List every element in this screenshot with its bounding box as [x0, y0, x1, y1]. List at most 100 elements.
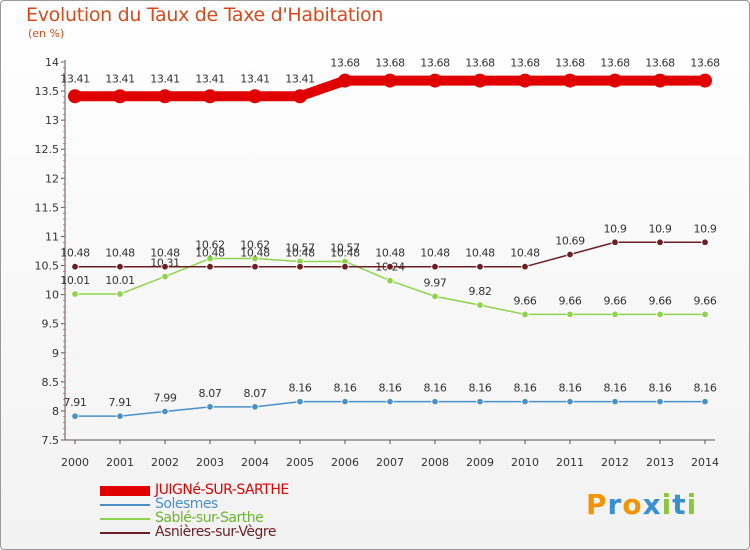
logo-letter: r	[607, 488, 623, 521]
y-tick-label: 8.5	[42, 376, 60, 389]
legend-label: Asnières-sur-Vègre	[155, 524, 276, 540]
data-label: 10.48	[510, 247, 540, 260]
legend-swatch	[100, 486, 150, 496]
legend-label: Sablé-sur-Sarthe	[155, 510, 264, 526]
data-label: 8.16	[514, 382, 537, 395]
data-label: 13.68	[375, 57, 405, 70]
data-point	[431, 292, 439, 301]
data-label: 9.97	[424, 276, 447, 289]
logo-letter: x	[642, 488, 662, 521]
data-point	[431, 397, 439, 406]
data-label: 10.48	[285, 247, 315, 260]
data-label: 9.66	[604, 294, 627, 307]
data-point	[521, 263, 529, 271]
data-point	[116, 412, 124, 420]
data-point	[476, 263, 484, 271]
data-label: 13.41	[195, 72, 225, 85]
y-tick-label: 13	[45, 114, 59, 127]
data-point	[71, 263, 79, 271]
data-label: 13.41	[240, 72, 270, 85]
data-point	[158, 89, 172, 104]
data-point	[341, 263, 349, 271]
data-point	[296, 263, 304, 271]
data-label: 9.66	[649, 294, 672, 307]
data-label: 13.68	[600, 57, 630, 70]
data-label: 10.48	[465, 247, 495, 260]
y-tick-label: 7.5	[42, 434, 60, 447]
y-tick-label: 12	[45, 172, 59, 185]
data-point	[383, 73, 397, 88]
data-label: 10.9	[694, 222, 717, 235]
data-label: 8.16	[559, 382, 582, 395]
data-point	[611, 238, 619, 246]
x-tick-label: 2002	[151, 456, 179, 469]
data-point	[656, 238, 664, 246]
data-point	[611, 397, 619, 406]
data-point	[116, 263, 124, 271]
y-tick-label: 14	[45, 56, 59, 69]
data-label: 10.48	[420, 247, 450, 260]
data-point	[68, 89, 82, 104]
x-tick-label: 2011	[556, 456, 584, 469]
y-tick-label: 8	[52, 405, 59, 418]
data-point	[293, 89, 307, 104]
data-point	[476, 397, 484, 406]
data-point	[161, 272, 169, 281]
logo-letter: t	[672, 488, 687, 521]
data-label: 10.9	[604, 222, 627, 235]
x-tick-label: 2013	[646, 456, 674, 469]
data-point	[113, 89, 127, 104]
legend-item-asnieres: Asnières-sur-Vègre	[100, 524, 360, 540]
logo-letter: i	[661, 488, 673, 521]
legend-label: JUIGNé-SUR-SARTHE	[155, 482, 289, 498]
legend-swatch	[100, 504, 150, 506]
x-tick-label: 2009	[466, 456, 494, 469]
data-label: 13.68	[555, 57, 585, 70]
x-tick-label: 2006	[331, 456, 359, 469]
data-point	[521, 310, 529, 319]
data-point	[476, 301, 484, 309]
x-tick-label: 2000	[61, 456, 89, 469]
legend: JUIGNé-SUR-SARTHE Solesmes Sablé-sur-Sar…	[100, 482, 360, 540]
y-tick-label: 12.5	[35, 143, 60, 156]
data-point	[566, 250, 574, 259]
data-label: 10.69	[555, 234, 585, 247]
proxiti-logo: Proxiti	[586, 488, 697, 521]
x-tick-label: 2004	[241, 456, 269, 469]
data-label: 8.16	[424, 382, 447, 395]
data-label: 8.16	[379, 382, 402, 395]
data-point	[701, 397, 709, 406]
data-point	[563, 73, 577, 88]
data-label: 13.41	[60, 72, 90, 85]
data-point	[206, 263, 214, 271]
x-tick-label: 2012	[601, 456, 629, 469]
data-label: 13.68	[690, 57, 720, 70]
data-point	[71, 290, 79, 298]
data-point	[608, 73, 622, 88]
data-label: 10.01	[105, 274, 135, 287]
data-point	[251, 263, 259, 271]
chart-title: Evolution du Taux de Taxe d'Habitation	[26, 4, 384, 26]
data-point	[473, 73, 487, 88]
data-label: 10.57	[285, 241, 315, 254]
legend-swatch	[100, 532, 150, 534]
data-point	[386, 263, 394, 271]
data-label: 7.99	[154, 392, 177, 405]
data-point	[698, 73, 712, 88]
legend-item-solesmes: Solesmes	[100, 496, 360, 512]
x-tick-label: 2010	[511, 456, 539, 469]
logo-letter: P	[586, 488, 608, 521]
data-point	[338, 73, 352, 88]
data-point	[206, 403, 214, 411]
data-label: 9.82	[469, 285, 492, 298]
data-label: 10.48	[60, 247, 90, 260]
data-label: 8.16	[289, 382, 312, 395]
y-tick-label: 10	[45, 289, 59, 302]
data-point	[161, 263, 169, 271]
data-label: 8.07	[244, 387, 267, 400]
data-label: 8.16	[334, 382, 357, 395]
data-label: 10.62	[240, 239, 270, 252]
data-label: 10.01	[60, 274, 90, 287]
data-label: 10.48	[105, 247, 135, 260]
